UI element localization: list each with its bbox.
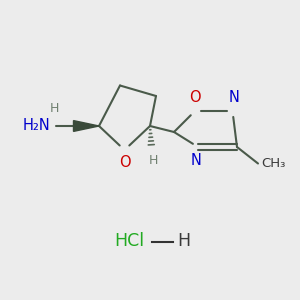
Text: O: O	[189, 90, 201, 105]
Text: H: H	[49, 102, 59, 115]
Polygon shape	[74, 121, 99, 131]
Text: H: H	[148, 154, 158, 167]
Text: H: H	[177, 232, 190, 250]
Text: O: O	[119, 155, 130, 170]
Text: CH₃: CH₃	[261, 157, 285, 170]
Text: HCl: HCl	[114, 232, 144, 250]
Text: H₂N: H₂N	[23, 118, 50, 134]
Text: N: N	[191, 153, 202, 168]
Text: N: N	[229, 90, 239, 105]
